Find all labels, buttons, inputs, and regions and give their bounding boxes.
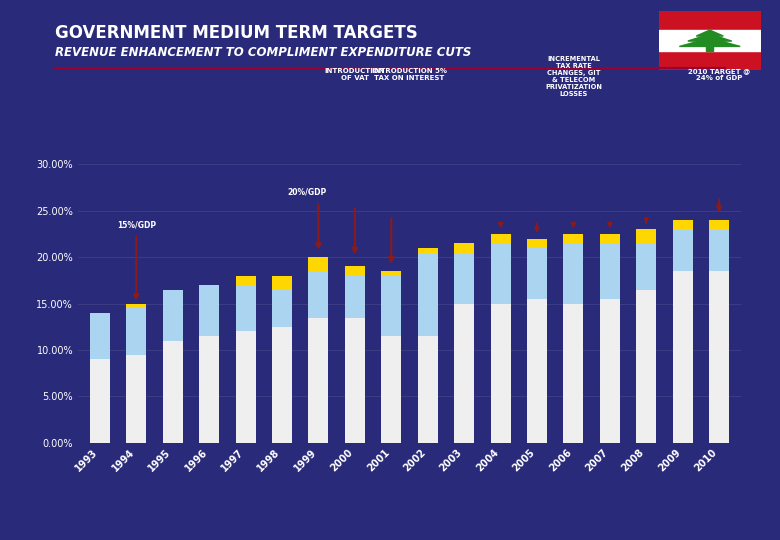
Text: 15%/GDP: 15%/GDP [117,220,156,230]
Bar [527,299,547,443]
Bar [199,336,219,443]
Bar [563,234,583,243]
Bar [659,11,760,30]
Bar [345,266,365,276]
Text: 2010 TARGET @
24% of GDP: 2010 TARGET @ 24% of GDP [688,68,750,81]
Bar [236,332,256,443]
Bar [272,327,292,443]
Bar [308,318,328,443]
Bar [491,234,511,243]
Bar [272,276,292,289]
Bar [126,303,147,308]
Bar [90,313,110,359]
Text: REVENUE ENHANCEMENT TO COMPLIMENT EXPENDITURE CUTS: REVENUE ENHANCEMENT TO COMPLIMENT EXPEND… [55,46,471,59]
Bar [636,230,656,243]
Bar [163,289,183,341]
Bar [163,341,183,443]
Text: INCREMENTAL
TAX RATE
CHANGES, GIT
& TELECOM
PRIVATIZATION
LOSSES: INCREMENTAL TAX RATE CHANGES, GIT & TELE… [545,56,602,97]
Polygon shape [679,38,740,46]
Bar [126,355,147,443]
Bar [454,253,474,303]
Bar [707,46,713,51]
Bar [381,276,401,336]
Bar [709,220,729,230]
Polygon shape [697,30,723,36]
Bar [600,234,620,243]
Bar [418,253,438,336]
Text: INTRODUCTION 5%
TAX ON INTEREST: INTRODUCTION 5% TAX ON INTEREST [372,68,447,81]
Bar [345,276,365,318]
Bar [527,248,547,299]
Bar [454,303,474,443]
Text: INTRODUCTION
OF VAT: INTRODUCTION OF VAT [324,68,385,81]
Bar [636,243,656,289]
Bar [672,230,693,271]
Bar [563,303,583,443]
Bar [381,271,401,276]
Bar [90,359,110,443]
Bar [345,318,365,443]
Bar [454,243,474,253]
Bar [418,248,438,253]
Bar [236,285,256,332]
Text: GOVERNMENT MEDIUM TERM TARGETS: GOVERNMENT MEDIUM TERM TARGETS [55,24,417,42]
Bar [659,51,760,70]
Bar [126,308,147,355]
Bar [709,271,729,443]
Bar [527,239,547,248]
Bar [308,271,328,318]
Bar [199,285,219,336]
Bar [600,243,620,299]
Bar [636,289,656,443]
Polygon shape [688,34,732,41]
Bar [672,220,693,230]
Bar [491,243,511,303]
Bar [381,336,401,443]
Bar [600,299,620,443]
Bar [659,30,760,51]
Bar [418,336,438,443]
Text: 20%/GDP: 20%/GDP [288,188,327,197]
Bar [236,276,256,285]
Bar [563,243,583,303]
Bar [272,289,292,327]
Bar [491,303,511,443]
Bar [308,257,328,271]
Bar [709,230,729,271]
Bar [672,271,693,443]
